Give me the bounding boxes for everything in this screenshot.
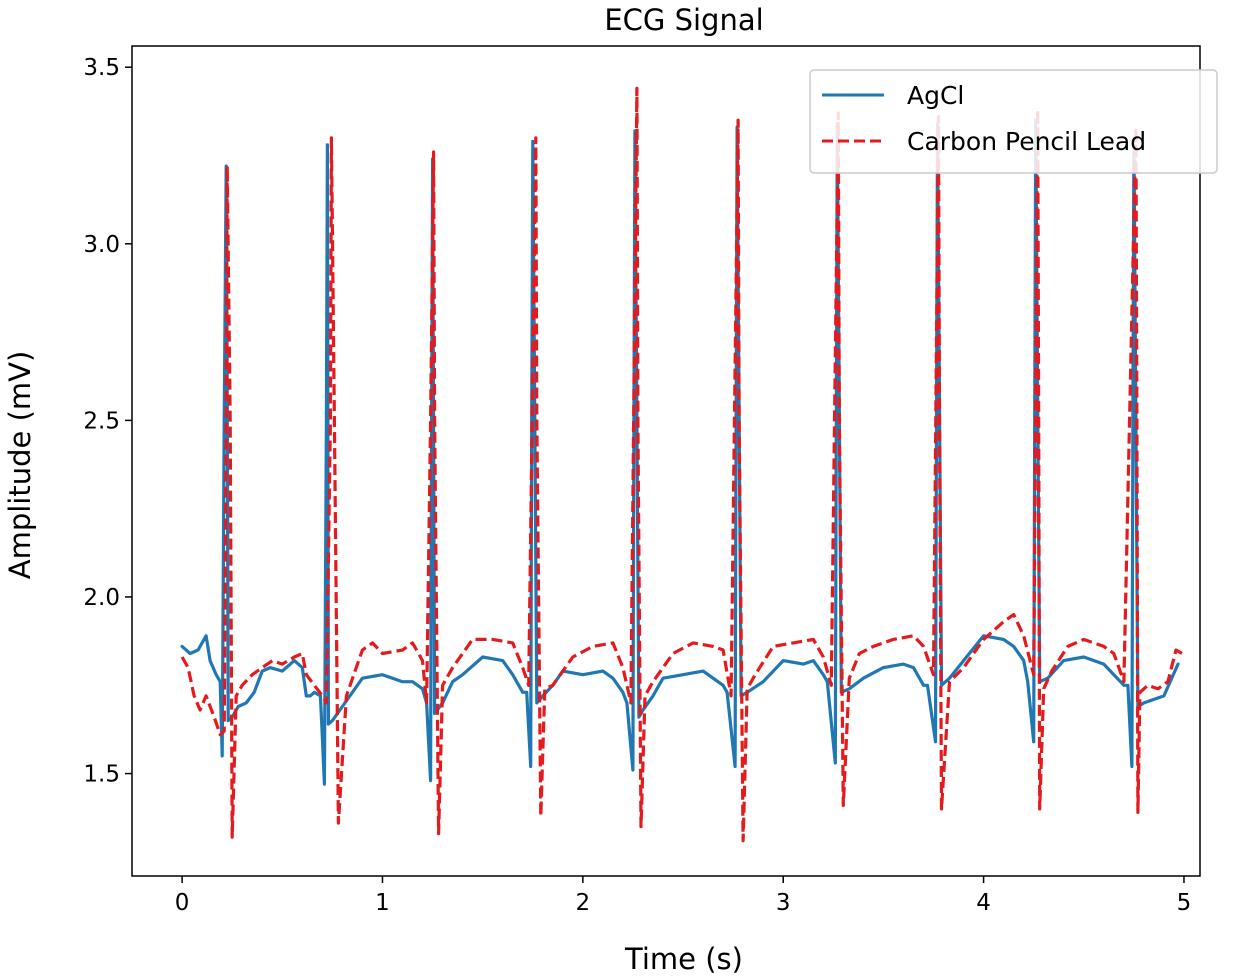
x-axis-label: Time (s) xyxy=(624,942,743,976)
legend-box xyxy=(809,69,1218,174)
y-tick-label: 1.5 xyxy=(83,762,120,788)
legend-label-agcl: AgCl xyxy=(907,81,964,110)
chart-title: ECG Signal xyxy=(604,3,763,37)
plot-area xyxy=(180,86,1183,843)
legend-label-carbon-pencil-lead: Carbon Pencil Lead xyxy=(907,127,1146,156)
y-axis-label: Amplitude (mV) xyxy=(3,351,37,580)
y-tick-label: 2.5 xyxy=(83,408,120,434)
y-tick-label: 3.0 xyxy=(83,232,120,258)
y-tick-label: 2.0 xyxy=(83,585,120,611)
axes-frame xyxy=(131,45,1201,877)
legend: AgCl Carbon Pencil Lead xyxy=(809,69,1218,174)
x-tick-label: 3 xyxy=(776,890,791,916)
x-tick-label: 0 xyxy=(175,890,190,916)
x-tick-label: 5 xyxy=(1177,890,1192,916)
series-line-carbon-pencil-lead xyxy=(180,86,1183,843)
x-tick-label: 2 xyxy=(576,890,591,916)
series-line-agcl xyxy=(180,118,1180,786)
axis-ticks: 0 1 2 3 4 5 1.5 2.0 2.5 3.0 3.5 xyxy=(83,55,1191,916)
y-tick-label: 3.5 xyxy=(83,55,120,81)
x-tick-label: 4 xyxy=(976,890,991,916)
x-tick-label: 1 xyxy=(375,890,390,916)
